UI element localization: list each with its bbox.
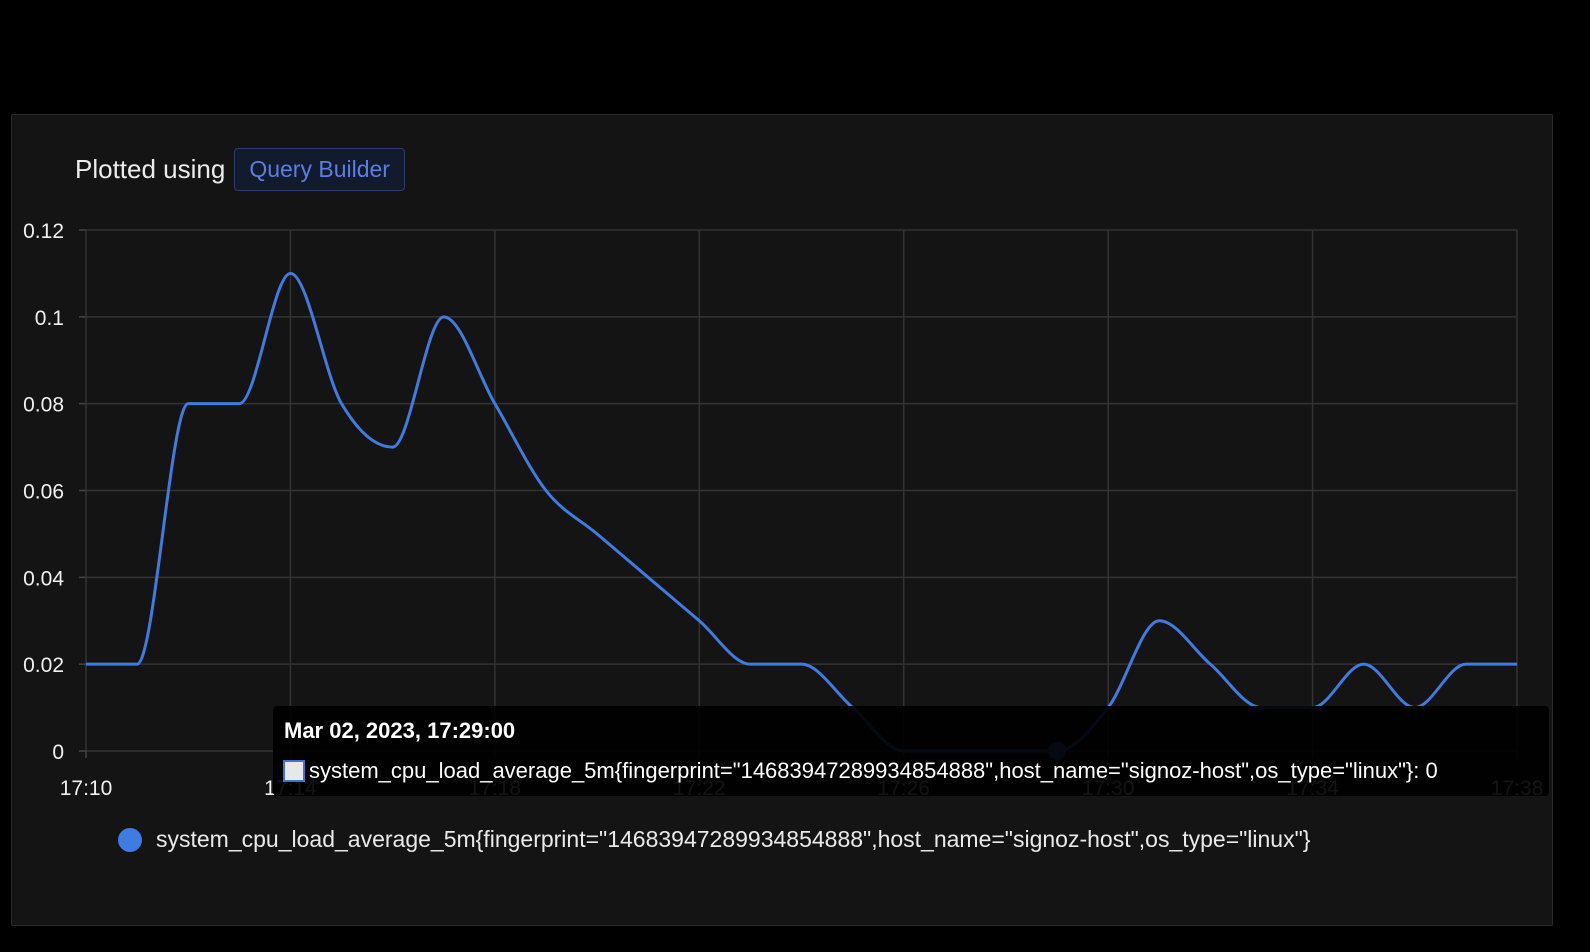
- y-tick-label: 0: [52, 741, 64, 764]
- panel-header: Plotted using Query Builder: [75, 147, 405, 191]
- y-tick-label: 0.06: [23, 481, 64, 504]
- series-line: [85, 271, 1517, 753]
- legend-series-dot: [118, 827, 142, 852]
- query-builder-badge[interactable]: Query Builder: [234, 147, 405, 191]
- tooltip-series-row: system_cpu_load_average_5m{fingerprint="…: [283, 758, 1438, 784]
- plotted-using-label: Plotted using: [75, 153, 226, 184]
- y-tick-label: 0.1: [35, 307, 64, 330]
- x-tick-label: 17:10: [60, 777, 113, 800]
- tooltip-series-name: system_cpu_load_average_5m{fingerprint="…: [309, 758, 1414, 783]
- legend-series-label[interactable]: system_cpu_load_average_5m{fingerprint="…: [156, 826, 1311, 852]
- y-tick-label: 0.02: [23, 654, 64, 677]
- tooltip-timestamp: Mar 02, 2023, 17:29:00: [284, 718, 516, 743]
- chart-series: [85, 271, 1517, 760]
- chart-grid: [79, 229, 1518, 758]
- y-tick-label: 0.12: [23, 220, 64, 243]
- chart-legend[interactable]: system_cpu_load_average_5m{fingerprint="…: [118, 826, 1310, 853]
- chart-tooltip: Mar 02, 2023, 17:29:00 system_cpu_load_a…: [273, 706, 1549, 796]
- y-axis-ticks: 0.12 0.1 0.08 0.06 0.04 0.02 0: [23, 220, 64, 764]
- tooltip-series-swatch: [283, 760, 305, 782]
- y-tick-label: 0.04: [23, 567, 64, 590]
- tooltip-series-value: : 0: [1413, 758, 1438, 783]
- y-tick-label: 0.08: [23, 394, 64, 417]
